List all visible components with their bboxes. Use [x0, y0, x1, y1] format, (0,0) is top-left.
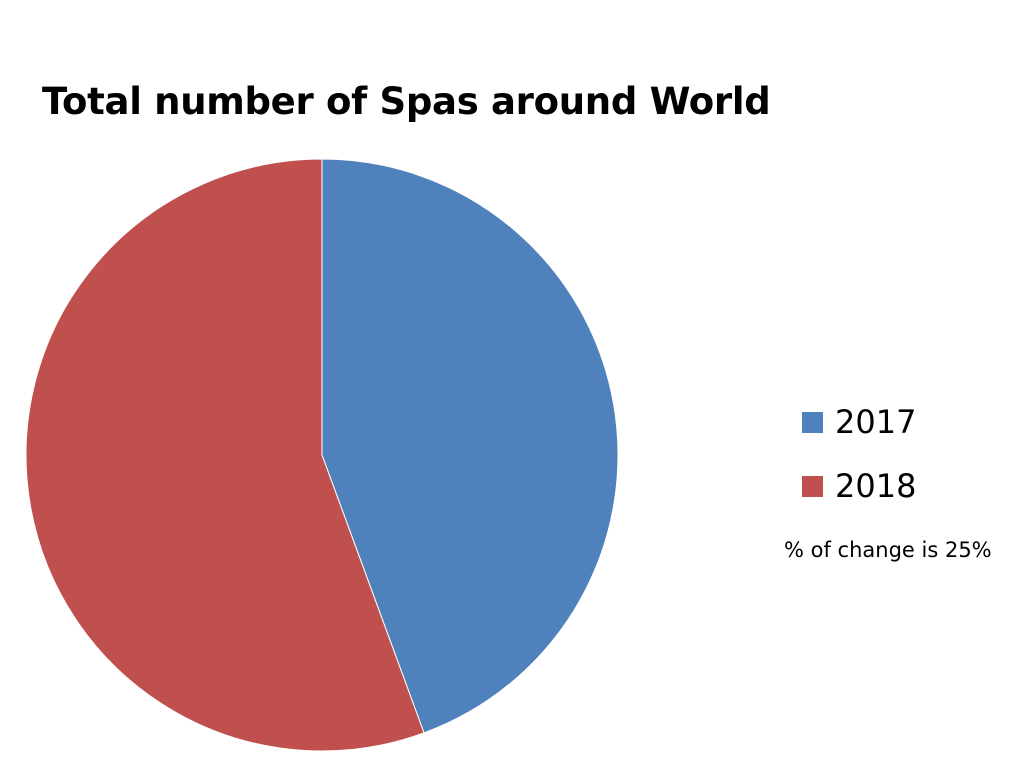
legend-label-2017: 2017	[835, 403, 917, 441]
chart-title: Total number of Spas around World	[42, 80, 771, 123]
legend-item-2018: 2018	[802, 462, 916, 510]
legend-item-2017: 2017	[802, 398, 916, 446]
legend-swatch-2017	[802, 411, 823, 433]
pie-slice-2018	[25, 158, 425, 752]
change-annotation: % of change is 25%	[784, 538, 992, 562]
legend-label-2018: 2018	[835, 467, 917, 505]
legend: 2017 2018	[802, 398, 916, 526]
pie-slice-2017	[321, 158, 619, 734]
legend-swatch-2018	[802, 475, 823, 497]
